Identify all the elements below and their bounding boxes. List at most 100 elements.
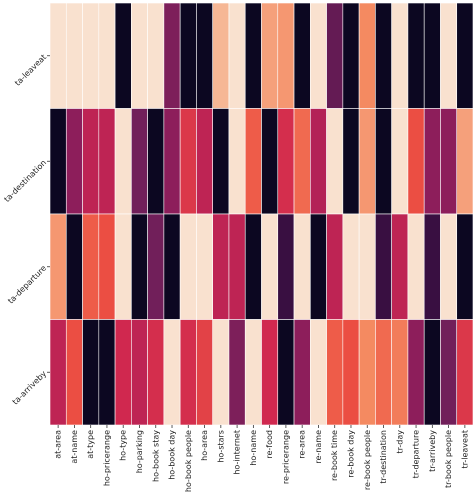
column-label: tr-day — [395, 430, 404, 454]
heatmap-cell — [196, 2, 213, 109]
heatmap-cell — [375, 2, 392, 109]
heatmap-cell — [326, 2, 344, 109]
column-label: tr-arriveby — [428, 430, 437, 472]
heatmap-cell — [82, 319, 100, 426]
row-label: ta-departure — [6, 264, 48, 306]
heatmap-cell — [423, 2, 441, 109]
heatmap-cell — [423, 213, 441, 320]
column-label: tr-destination — [379, 430, 388, 484]
heatmap-cell — [98, 319, 116, 426]
heatmap-cell — [310, 213, 327, 320]
column-label: ho-book people — [184, 430, 193, 492]
heatmap-cell — [49, 108, 67, 215]
heatmap-cell — [179, 2, 197, 109]
heatmap-cell — [244, 213, 262, 320]
row-label: ta-leaveat — [13, 53, 48, 88]
heatmap-cell — [212, 2, 230, 109]
column-label: re-book people — [363, 430, 372, 490]
column-label: ho-pricerange — [102, 430, 111, 486]
column-label: tr-leaveat — [460, 430, 469, 469]
heatmap-cell — [261, 2, 279, 109]
heatmap-cell — [391, 213, 409, 320]
heatmap-cell — [228, 319, 246, 426]
heatmap-cell — [456, 108, 473, 215]
heatmap-cell — [98, 2, 116, 109]
row-labels: ta-leaveat ta-destination ta-departure ta-a… — [2, 53, 50, 407]
row-label: ta-destination — [2, 158, 48, 204]
heatmap-cell — [310, 108, 327, 215]
heatmap-cell — [326, 319, 344, 426]
heatmap-cell — [293, 2, 311, 109]
heatmap-cell — [65, 213, 83, 320]
heatmap-cell — [277, 319, 295, 426]
column-label: tr-book people — [444, 430, 453, 488]
heatmap-cell — [375, 213, 392, 320]
heatmap-cell — [261, 319, 279, 426]
heatmap-cell — [310, 2, 327, 109]
heatmap-cell — [179, 108, 197, 215]
heatmap-cell — [244, 2, 262, 109]
heatmap-cell — [326, 213, 344, 320]
heatmap-cell — [147, 213, 165, 320]
heatmap-cell — [423, 319, 441, 426]
column-label: ho-book day — [168, 430, 177, 480]
column-label: tr-departure — [412, 430, 421, 478]
heatmap-cell — [114, 213, 132, 320]
heatmap-cell — [179, 319, 197, 426]
column-label: re-book time — [330, 430, 339, 481]
column-label: at-type — [86, 430, 95, 459]
heatmap-cell — [196, 213, 213, 320]
heatmap-cell — [228, 2, 246, 109]
column-label: re-area — [298, 430, 307, 459]
heatmap-cell — [391, 319, 409, 426]
heatmap-cell — [114, 319, 132, 426]
heatmap-cell — [375, 108, 392, 215]
heatmap-cell — [82, 108, 100, 215]
column-label: re-pricerange — [281, 430, 290, 484]
column-label: ho-book stay — [151, 430, 160, 482]
heatmap-cells — [49, 2, 473, 426]
heatmap-cell — [293, 319, 311, 426]
heatmap-cell — [49, 213, 67, 320]
heatmap-cell — [163, 108, 181, 215]
heatmap-cell — [98, 108, 116, 215]
row-label: ta-arriveby — [11, 369, 49, 407]
heatmap-cell — [375, 319, 392, 426]
heatmap-cell — [65, 2, 83, 109]
heatmap-cell — [358, 2, 376, 109]
heatmap-cell — [147, 2, 165, 109]
heatmap-cell — [342, 108, 360, 215]
heatmap-cell — [293, 213, 311, 320]
heatmap-cell — [65, 108, 83, 215]
column-label: at-area — [54, 430, 63, 459]
heatmap-cell — [163, 319, 181, 426]
heatmap-cell — [423, 108, 441, 215]
heatmap-cell — [228, 213, 246, 320]
heatmap-cell — [277, 2, 295, 109]
column-label: ho-internet — [233, 430, 242, 475]
heatmap-cell — [49, 2, 67, 109]
heatmap-cell — [440, 213, 458, 320]
column-label: ho-type — [119, 430, 128, 461]
heatmap-cell — [326, 108, 344, 215]
heatmap-cell — [391, 108, 409, 215]
heatmap-cell — [407, 2, 425, 109]
heatmap-cell — [163, 2, 181, 109]
heatmap-cell — [147, 319, 165, 426]
heatmap-cell — [131, 213, 148, 320]
heatmap-cell — [358, 319, 376, 426]
heatmap-cell — [407, 319, 425, 426]
heatmap-cell — [244, 108, 262, 215]
heatmap-cell — [131, 2, 148, 109]
heatmap-cell — [114, 2, 132, 109]
heatmap-cell — [131, 108, 148, 215]
heatmap-cell — [440, 2, 458, 109]
heatmap-cell — [277, 213, 295, 320]
heatmap-cell — [114, 108, 132, 215]
heatmap-cell — [293, 108, 311, 215]
column-label: re-book day — [346, 430, 355, 478]
column-label: ho-stars — [216, 430, 225, 463]
heatmap-cell — [358, 108, 376, 215]
